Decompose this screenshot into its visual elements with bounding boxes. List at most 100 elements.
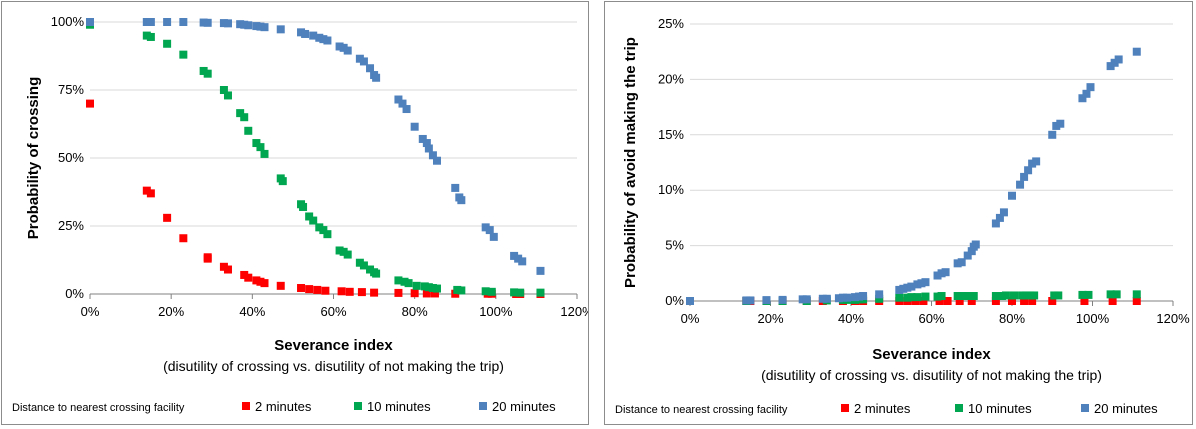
- x-tick-label: 40%: [838, 311, 864, 326]
- data-point: [1110, 58, 1119, 67]
- data-point: [339, 247, 348, 256]
- data-point: [244, 126, 253, 135]
- data-point: [219, 86, 228, 94]
- data-point: [1001, 291, 1010, 300]
- y-axis-title: Probability of crossing: [25, 77, 42, 240]
- x-tick-label: 0%: [681, 311, 700, 326]
- legend-marker: [1081, 404, 1089, 412]
- data-point: [412, 281, 421, 290]
- x-tick-label: 100%: [1076, 311, 1110, 326]
- data-point: [394, 276, 403, 285]
- data-point: [481, 223, 490, 232]
- data-point: [146, 32, 155, 41]
- data-point: [252, 139, 261, 148]
- data-point: [1132, 290, 1141, 299]
- data-point: [802, 295, 811, 304]
- data-point: [372, 73, 381, 82]
- data-point: [359, 261, 368, 270]
- x-tick-label: 20%: [757, 311, 783, 326]
- y-tick-label: 20%: [658, 71, 684, 86]
- data-point: [142, 186, 151, 195]
- x-tick-label: 100%: [479, 304, 513, 319]
- data-point: [851, 293, 860, 302]
- data-point: [967, 247, 976, 256]
- data-point: [907, 293, 916, 302]
- data-point: [457, 196, 466, 205]
- data-point: [1052, 121, 1061, 130]
- data-point: [921, 292, 930, 301]
- data-point: [219, 19, 228, 28]
- data-point: [991, 297, 1000, 305]
- data-point: [355, 258, 364, 267]
- data-point: [953, 259, 962, 268]
- y-axis-title: Probability of avoid making the trip: [622, 37, 639, 288]
- x-tick-label: 120%: [1156, 311, 1190, 326]
- chart-panel-crossing: 0% 25% 50% 75% 100% 0% 20% 40% 60% 80% 100% 120% Sev…: [1, 1, 594, 425]
- data-point: [359, 57, 368, 66]
- y-tick-label: 25%: [58, 218, 84, 233]
- data-point: [798, 295, 807, 304]
- data-point: [875, 290, 884, 299]
- data-point: [86, 99, 94, 108]
- data-point: [323, 36, 332, 45]
- data-point: [86, 18, 94, 26]
- data-point: [913, 280, 922, 289]
- data-point: [305, 212, 314, 221]
- data-point: [1056, 119, 1065, 128]
- data-point: [297, 284, 306, 293]
- legend-title: Distance to nearest crossing facility: [615, 404, 788, 416]
- data-point: [762, 296, 771, 305]
- data-point: [199, 66, 208, 75]
- legend-entry: 10 minutes: [367, 399, 431, 414]
- y-tick-label: 5%: [665, 238, 684, 253]
- data-point: [834, 294, 843, 303]
- x-axis-title: Severance index: [872, 346, 991, 363]
- data-point: [142, 18, 151, 26]
- data-point: [256, 22, 265, 31]
- x-tick-label: 80%: [402, 304, 428, 319]
- data-point: [422, 139, 431, 148]
- data-point: [903, 283, 912, 292]
- data-point: [179, 234, 188, 243]
- data-point: [422, 289, 431, 298]
- data-point: [686, 297, 694, 305]
- y-tick-label: 0%: [65, 286, 84, 301]
- x-tick-label: 0%: [81, 304, 100, 319]
- data-point: [895, 285, 904, 294]
- x-tick-label: 40%: [239, 304, 265, 319]
- data-point: [309, 31, 318, 40]
- data-point: [1020, 297, 1029, 305]
- data-point: [838, 293, 847, 302]
- data-point: [319, 35, 328, 44]
- data-point: [999, 208, 1008, 217]
- data-point: [855, 292, 864, 301]
- data-point: [518, 257, 527, 266]
- legend-entry: 20 minutes: [492, 399, 556, 414]
- data-point: [1016, 180, 1025, 189]
- data-point: [335, 42, 344, 51]
- data-point: [335, 246, 344, 255]
- legend-entry: 2 minutes: [255, 399, 312, 414]
- data-point: [457, 286, 466, 295]
- data-point: [933, 271, 942, 280]
- y-tick-label: 75%: [58, 82, 84, 97]
- data-point: [1106, 290, 1115, 299]
- x-tick-label: 120%: [560, 304, 588, 319]
- data-point: [487, 287, 496, 296]
- data-point: [163, 213, 172, 222]
- data-point: [941, 268, 950, 277]
- data-point: [510, 288, 519, 297]
- data-point: [252, 276, 261, 285]
- data-point: [991, 292, 1000, 301]
- legend-title: Distance to nearest crossing facility: [12, 402, 185, 414]
- legend-marker: [841, 404, 849, 412]
- data-point: [410, 122, 419, 131]
- data-point: [146, 18, 155, 26]
- data-point: [822, 294, 831, 303]
- data-point: [366, 265, 375, 274]
- data-point: [223, 265, 232, 274]
- data-point: [260, 149, 269, 158]
- data-point: [1024, 166, 1033, 175]
- data-point: [163, 39, 172, 48]
- data-point: [1048, 130, 1057, 139]
